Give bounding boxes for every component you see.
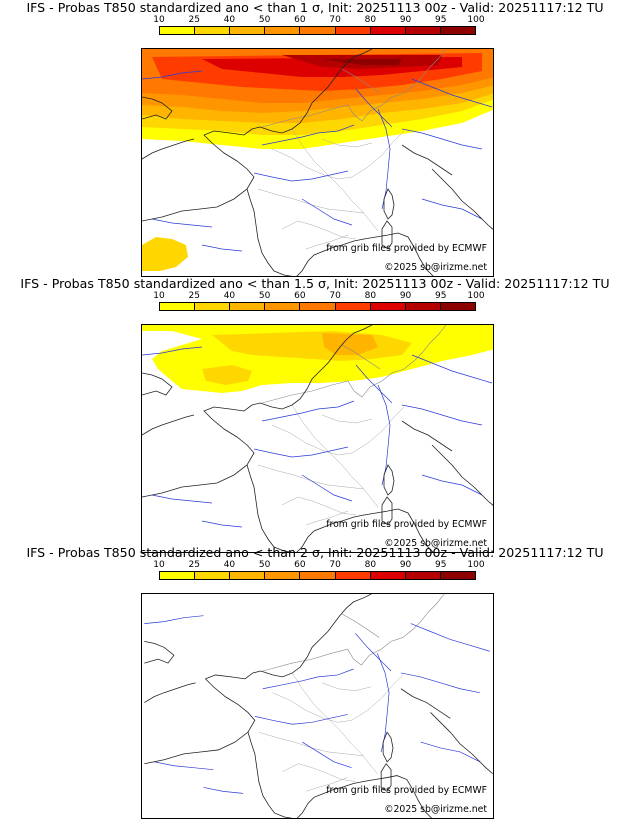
colorbar-tick: 50 <box>258 560 271 570</box>
colorbar-swatch <box>230 572 266 579</box>
map-svg <box>142 49 493 276</box>
colorbar-swatch <box>160 303 196 310</box>
colorbar-tick: 70 <box>329 15 341 25</box>
colorbar-tick: 10 <box>153 291 165 301</box>
colorbar-swatch <box>265 572 301 579</box>
colorbar-tick: 25 <box>188 560 200 570</box>
colorbar-tick: 60 <box>294 15 306 25</box>
colorbar-swatch <box>440 303 475 310</box>
panel-sigma-1: IFS - Probas T850 standardized ano < tha… <box>0 0 630 277</box>
colorbar-swatch <box>440 27 475 34</box>
colorbar-tick: 10 <box>153 15 165 25</box>
probability-field-40 <box>322 333 378 355</box>
colorbar-tick: 25 <box>188 291 200 301</box>
panel-title: IFS - Probas T850 standardized ano < tha… <box>26 0 604 15</box>
copyright-credit: ©2025 sb@irizme.net <box>384 538 487 549</box>
probability-field-95 <box>322 59 402 65</box>
probability-map: from grib files provided by ECMWF ©2025 … <box>141 48 494 277</box>
colorbar-tick: 100 <box>467 560 485 570</box>
probability-map: from grib files provided by ECMWF ©2025 … <box>141 593 494 819</box>
colorbar-swatches <box>159 26 476 35</box>
data-source-credit: from grib files provided by ECMWF <box>326 243 487 254</box>
colorbar-swatch <box>195 572 231 579</box>
colorbar-tick: 40 <box>223 291 236 301</box>
colorbar-tick: 25 <box>188 15 200 25</box>
colorbar-tick: 95 <box>435 560 447 570</box>
colorbar-tick: 70 <box>329 291 341 301</box>
colorbar-swatch <box>230 303 266 310</box>
panel-sigma-1-5: IFS - Probas T850 standardized ano < tha… <box>0 276 630 553</box>
colorbar-tick: 95 <box>435 291 447 301</box>
colorbar-tick: 100 <box>467 15 485 25</box>
colorbar-swatch <box>265 27 301 34</box>
colorbar-tick: 80 <box>364 291 377 301</box>
data-source-credit: from grib files provided by ECMWF <box>326 519 487 530</box>
colorbar-swatch <box>300 27 336 34</box>
colorbar-tick: 80 <box>364 15 377 25</box>
colorbar-swatch <box>370 303 406 310</box>
colorbar-tick: 40 <box>223 15 236 25</box>
colorbar-swatch <box>195 27 231 34</box>
colorbar: 10 25 40 50 60 70 80 90 95 100 <box>153 560 485 587</box>
colorbar-swatch <box>335 27 371 34</box>
colorbar-swatch <box>160 27 196 34</box>
colorbar-tick: 40 <box>223 560 236 570</box>
colorbar-tick: 90 <box>399 15 412 25</box>
colorbar: 10 25 40 50 60 70 80 90 95 100 <box>153 15 485 42</box>
colorbar-swatch <box>405 303 441 310</box>
colorbar-ticks: 10 25 40 50 60 70 80 90 95 100 <box>153 291 484 302</box>
colorbar-swatch <box>195 303 231 310</box>
colorbar-tick: 70 <box>329 560 341 570</box>
colorbar-tick: 10 <box>153 560 165 570</box>
copyright-credit: ©2025 sb@irizme.net <box>384 262 487 273</box>
colorbar-ticks: 10 25 40 50 60 70 80 90 95 100 <box>153 15 484 26</box>
probability-map: from grib files provided by ECMWF ©2025 … <box>141 324 494 553</box>
panel-sigma-2: IFS - Probas T850 standardized ano < tha… <box>0 545 630 821</box>
colorbar-swatches <box>159 571 476 580</box>
data-source-credit: from grib files provided by ECMWF <box>326 785 487 796</box>
colorbar-swatch <box>230 27 266 34</box>
colorbar-swatch <box>265 303 301 310</box>
colorbar-swatch <box>440 572 475 579</box>
colorbar-tick: 50 <box>258 291 271 301</box>
colorbar-tick: 80 <box>364 560 377 570</box>
colorbar-swatch <box>335 303 371 310</box>
colorbar: 10 25 40 50 60 70 80 90 95 100 <box>153 291 485 318</box>
colorbar-ticks: 10 25 40 50 60 70 80 90 95 100 <box>153 560 484 571</box>
colorbar-tick: 90 <box>399 291 412 301</box>
colorbar-swatch <box>370 572 406 579</box>
colorbar-swatch <box>335 572 371 579</box>
map-svg <box>142 325 493 552</box>
colorbar-tick: 95 <box>435 15 447 25</box>
colorbar-tick: 50 <box>258 15 271 25</box>
probability-field-25 <box>202 365 252 385</box>
colorbar-tick: 60 <box>294 560 306 570</box>
colorbar-swatch <box>300 303 336 310</box>
probability-field-iberia <box>142 237 188 271</box>
colorbar-swatch <box>160 572 196 579</box>
colorbar-tick: 100 <box>467 291 485 301</box>
panel-title: IFS - Probas T850 standardized ano < tha… <box>20 276 610 291</box>
colorbar-swatch <box>405 572 441 579</box>
colorbar-tick: 90 <box>399 560 412 570</box>
colorbar-swatch <box>300 572 336 579</box>
panel-title: IFS - Probas T850 standardized ano < tha… <box>26 545 604 560</box>
colorbar-swatch <box>370 27 406 34</box>
colorbar-swatch <box>405 27 441 34</box>
colorbar-tick: 60 <box>294 291 306 301</box>
copyright-credit: ©2025 sb@irizme.net <box>384 804 487 815</box>
colorbar-swatches <box>159 302 476 311</box>
